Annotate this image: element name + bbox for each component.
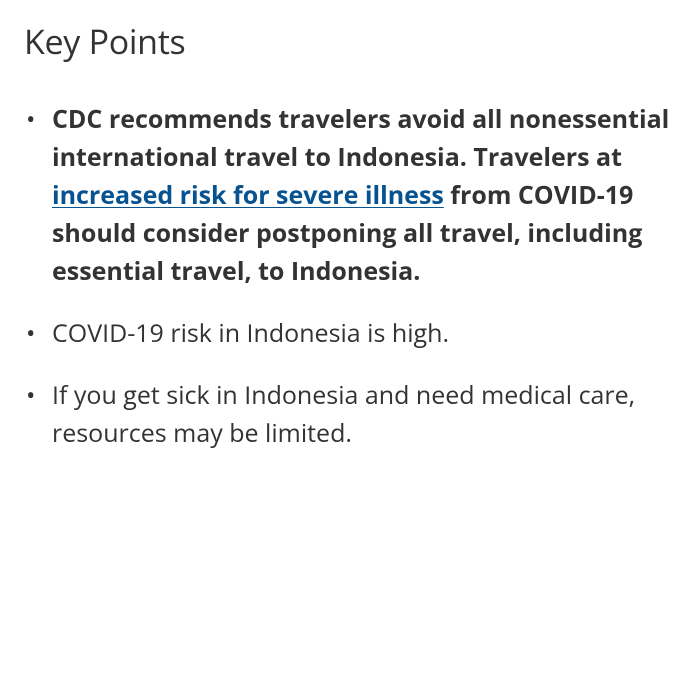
item-text-bold: CDC recommends travelers avoid all nones… <box>52 102 669 288</box>
increased-risk-link[interactable]: increased risk for severe illness <box>52 178 444 212</box>
key-points-list: CDC recommends travelers avoid all nones… <box>24 100 671 452</box>
list-item: COVID-19 risk in Indonesia is high. <box>52 314 671 352</box>
list-item: CDC recommends travelers avoid all nones… <box>52 100 671 290</box>
page-heading: Key Points <box>24 18 671 64</box>
item-text: COVID-19 risk in Indonesia is high. <box>52 316 449 350</box>
item-text: If you get sick in Indonesia and need me… <box>52 378 635 450</box>
list-item: If you get sick in Indonesia and need me… <box>52 376 671 452</box>
text-before-link: CDC recommends travelers avoid all nones… <box>52 102 669 174</box>
